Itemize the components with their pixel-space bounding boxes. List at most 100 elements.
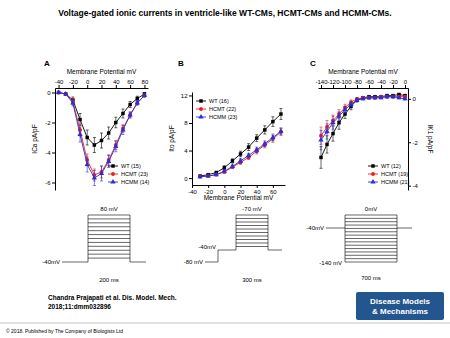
marker bbox=[325, 143, 328, 146]
tick: -80 bbox=[353, 79, 362, 89]
error-bar bbox=[86, 130, 89, 145]
protocol: -70 mV-40mV-80 mV300 ms bbox=[184, 206, 282, 283]
logo-text: & Mechanisms bbox=[372, 307, 429, 316]
marker bbox=[354, 97, 359, 102]
protocol-trace bbox=[345, 245, 397, 246]
tick: 0 bbox=[404, 79, 408, 89]
marker bbox=[142, 92, 147, 97]
legend: WT (15)HCMT (23)HCMM (14) bbox=[108, 163, 150, 185]
legend-marker bbox=[110, 179, 115, 184]
protocol-trace bbox=[345, 228, 397, 229]
legend-marker bbox=[198, 114, 203, 119]
protocol-trace bbox=[88, 226, 130, 227]
tick-mark bbox=[357, 85, 358, 88]
protocol-trace bbox=[88, 215, 130, 262]
tick-label: 0 bbox=[413, 96, 417, 102]
marker bbox=[255, 136, 258, 139]
tick-mark bbox=[381, 85, 382, 88]
tick: -100 bbox=[339, 79, 352, 89]
marker bbox=[262, 141, 267, 146]
tick-mark bbox=[116, 85, 117, 88]
axis-line bbox=[193, 185, 286, 186]
marker bbox=[120, 127, 125, 132]
protocol-trace bbox=[236, 232, 268, 233]
error-bar bbox=[279, 109, 282, 120]
tick: -20 bbox=[69, 79, 78, 89]
legend-entry: WT (12) bbox=[381, 163, 401, 169]
tick-mark bbox=[273, 185, 274, 188]
axis-line bbox=[319, 88, 409, 89]
logo-box bbox=[356, 292, 444, 320]
marker bbox=[390, 94, 395, 99]
marker bbox=[198, 174, 201, 177]
plot-area bbox=[197, 109, 283, 179]
copyright: © 2018. Published by The Company of Biol… bbox=[6, 328, 123, 334]
marker bbox=[378, 95, 383, 100]
protocol-trace bbox=[88, 230, 130, 231]
x-axis-title: Membrane Potential mV bbox=[67, 68, 137, 75]
marker bbox=[391, 94, 394, 97]
marker bbox=[318, 137, 323, 142]
marker bbox=[330, 120, 335, 125]
tick-mark bbox=[408, 99, 411, 100]
marker bbox=[397, 95, 401, 99]
marker bbox=[231, 159, 234, 162]
protocol-trace bbox=[345, 251, 397, 252]
marker bbox=[247, 145, 250, 148]
protocol-label: -70 mV bbox=[242, 206, 261, 212]
axis-line bbox=[408, 89, 409, 191]
marker bbox=[372, 95, 377, 100]
panel-letter: C bbox=[310, 59, 316, 68]
protocol-trace bbox=[236, 246, 268, 247]
marker bbox=[384, 94, 389, 99]
tick: 8 bbox=[184, 120, 192, 126]
protocol-label: 200 ms bbox=[99, 277, 119, 283]
tick-label: 80 bbox=[142, 79, 149, 85]
axis-line bbox=[55, 89, 56, 191]
figure: Voltage-gated ionic currents in ventricl… bbox=[0, 0, 450, 338]
tick-label: 60 bbox=[127, 79, 134, 85]
tick-label: 4 bbox=[184, 148, 188, 154]
legend-marker bbox=[199, 99, 202, 102]
marker bbox=[278, 128, 283, 133]
protocol: 80 mV-40mV200 ms bbox=[42, 206, 146, 283]
tick-label: -2 bbox=[413, 140, 419, 146]
tick-mark bbox=[241, 185, 242, 188]
tick-label: 20 bbox=[99, 79, 106, 85]
panel: C-140-120-100-80-60-40-2000-2-4Membrane … bbox=[310, 59, 434, 191]
tick-label: 0 bbox=[404, 79, 408, 85]
protocol-label: -140 mV bbox=[319, 260, 342, 266]
marker bbox=[206, 173, 211, 178]
citation: Chandra Prajapati et al. Dis. Model. Mec… bbox=[48, 294, 177, 302]
tick: -120 bbox=[327, 79, 340, 89]
legend-entry: HCMM (21) bbox=[381, 179, 410, 185]
tick-label: 12 bbox=[181, 93, 188, 99]
protocol-trace bbox=[88, 258, 130, 259]
tick: -40 bbox=[188, 185, 197, 195]
marker bbox=[355, 97, 359, 101]
footer-rule bbox=[0, 323, 450, 324]
marker bbox=[361, 96, 365, 100]
marker bbox=[331, 132, 334, 135]
series bbox=[319, 93, 406, 169]
tick: 60 bbox=[127, 79, 134, 89]
marker bbox=[360, 96, 365, 101]
protocol-trace bbox=[236, 243, 268, 244]
marker bbox=[77, 131, 82, 136]
legend-entry: HCMT (23) bbox=[121, 171, 148, 177]
protocol-trace bbox=[345, 248, 397, 249]
marker bbox=[373, 95, 376, 98]
protocol-trace bbox=[345, 221, 397, 222]
protocol: 0mV-40mV-140 mV700 ms bbox=[306, 206, 412, 281]
marker bbox=[336, 113, 341, 118]
protocol-trace bbox=[62, 262, 146, 263]
marker bbox=[92, 175, 97, 180]
tick: 12 bbox=[181, 93, 192, 99]
tick-label: -4 bbox=[45, 150, 51, 156]
marker bbox=[263, 128, 266, 131]
tick-mark bbox=[208, 185, 209, 188]
tick: -40 bbox=[55, 79, 64, 89]
tick: 0 bbox=[86, 79, 90, 89]
tick: -2 bbox=[45, 120, 55, 126]
tick-label: 8 bbox=[184, 120, 188, 126]
